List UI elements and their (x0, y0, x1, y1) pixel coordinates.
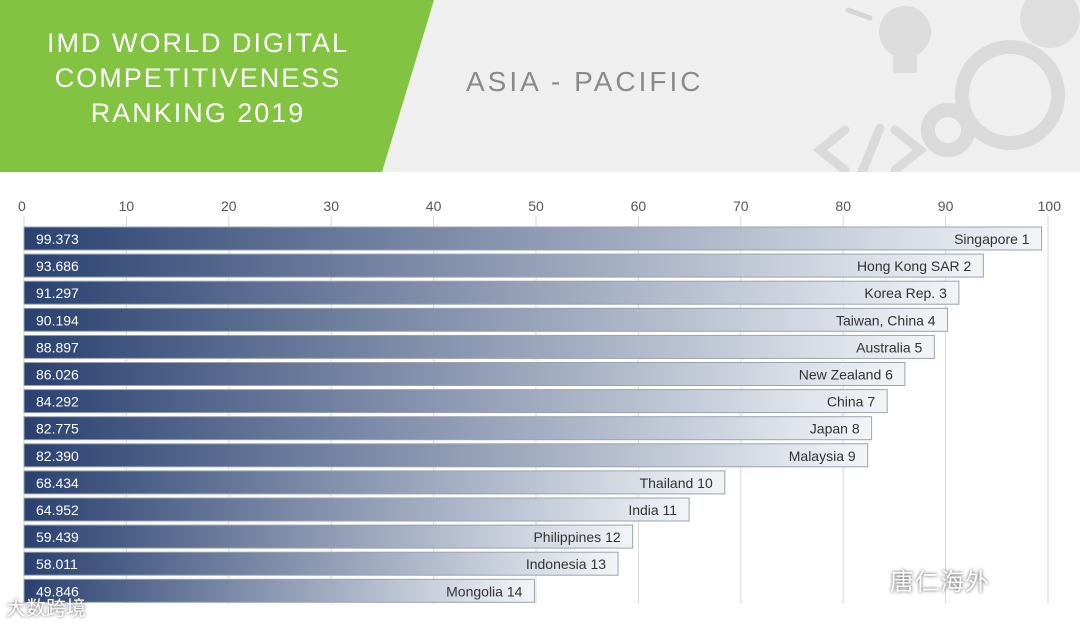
bar-value-label: 90.194 (36, 312, 79, 328)
x-tick-label: 10 (119, 198, 135, 214)
bar-value-label: 59.439 (36, 529, 79, 545)
bar-value-label: 64.952 (36, 502, 79, 518)
bars: 99.373 Singapore 1 93.686 Hong Kong SAR 2 91… (23, 226, 1043, 603)
bar-country-label: Taiwan, China 4 (836, 312, 936, 328)
x-axis-ticks: 0 10 20 30 40 50 60 70 80 90 100 (18, 198, 1061, 214)
bar-value-label: 49.846 (36, 583, 79, 599)
bar-value-label: 88.897 (36, 339, 79, 355)
bar-row: 59.439 Philippines 12 (23, 524, 634, 549)
bar-country-label: Thailand 10 (640, 475, 713, 491)
chart-area: 0 10 20 30 40 50 60 70 80 90 100 99.373 Singapore 1… (0, 172, 1080, 624)
bar-chart: 0 10 20 30 40 50 60 70 80 90 100 99.373 Singapore 1… (18, 198, 1061, 604)
bar-row: 91.297 Korea Rep. 3 (23, 280, 960, 305)
bar-row: 58.011 Indonesia 13 (23, 551, 619, 576)
watermark-right: 唐仁海外 (890, 569, 990, 596)
bar-value-label: 93.686 (36, 258, 79, 274)
bar-country-label: Japan 8 (810, 421, 860, 437)
bar-country-label: Hong Kong SAR 2 (857, 258, 972, 274)
header-background (0, 0, 1080, 172)
bar (23, 253, 984, 278)
x-tick-label: 20 (221, 198, 237, 214)
bar-value-label: 82.390 (36, 448, 79, 464)
x-tick-label: 100 (1038, 198, 1062, 214)
light-ray-icon (845, 7, 873, 21)
bar-country-label: India 11 (628, 502, 677, 518)
bar (23, 389, 888, 414)
bar-row: 93.686 Hong Kong SAR 2 (23, 253, 984, 278)
bar-country-label: Philippines 12 (533, 529, 620, 545)
code-icon (812, 123, 928, 172)
bar-value-label: 68.434 (36, 475, 79, 491)
x-tick-label: 30 (323, 198, 339, 214)
bar-country-label: New Zealand 6 (799, 367, 893, 383)
bar-value-label: 91.297 (36, 285, 79, 301)
bar-row: 84.292 China 7 (23, 389, 888, 414)
bar-country-label: Mongolia 14 (446, 583, 522, 599)
header-banner: IMD WORLD DIGITAL COMPETITIVENESS RANKIN… (0, 0, 1080, 172)
bar-value-label: 82.775 (36, 421, 79, 437)
bar-value-label: 86.026 (36, 367, 79, 383)
bar-value-label: 58.011 (36, 556, 78, 572)
bar (23, 334, 935, 359)
title-line-2: COMPETITIVENESS (54, 63, 342, 93)
bar (23, 280, 960, 305)
x-tick-label: 60 (631, 198, 647, 214)
bar-row: 49.846 Mongolia 14 (23, 578, 535, 603)
bar-country-label: Indonesia 13 (526, 556, 606, 572)
bar (23, 443, 869, 468)
bar (23, 497, 690, 522)
bar-value-label: 84.292 (36, 394, 79, 410)
bar-value-label: 99.373 (36, 231, 79, 247)
bar (23, 524, 634, 549)
x-tick-label: 80 (835, 198, 851, 214)
bar-row: 86.026 New Zealand 6 (23, 362, 906, 386)
region-subtitle: ASIA - PACIFIC (466, 66, 704, 97)
bar-country-label: Malaysia 9 (789, 448, 856, 464)
bar (23, 226, 1043, 251)
bar-row: 88.897 Australia 5 (23, 334, 935, 359)
bar-country-label: Korea Rep. 3 (864, 285, 947, 301)
x-tick-label: 40 (426, 198, 442, 214)
x-tick-label: 70 (733, 198, 749, 214)
bar (23, 551, 619, 576)
bar-country-label: Australia 5 (856, 339, 922, 355)
watermark-left: 大数跨境 (6, 598, 86, 620)
bar-row: 99.373 Singapore 1 (23, 226, 1043, 251)
x-tick-label: 50 (528, 198, 544, 214)
bar-row: 82.775 Japan 8 (23, 416, 873, 441)
title-line-1: IMD WORLD DIGITAL (46, 28, 349, 58)
bar (23, 416, 873, 441)
bar-country-label: China 7 (827, 394, 875, 410)
bar-row: 90.194 Taiwan, China 4 (23, 307, 949, 332)
title-panel (0, 0, 434, 172)
bar-row: 82.390 Malaysia 9 (23, 443, 869, 468)
x-tick-label: 90 (938, 198, 954, 214)
globe-icon (1020, 0, 1080, 48)
bar (23, 307, 949, 332)
bar (23, 578, 535, 603)
x-tick-label: 0 (18, 198, 26, 214)
bar (23, 362, 906, 386)
bar-row: 64.952 India 11 (23, 497, 690, 522)
bar-country-label: Singapore 1 (954, 231, 1030, 247)
chart-title: IMD WORLD DIGITAL COMPETITIVENESS RANKIN… (0, 26, 396, 131)
lightbulb-icon (879, 6, 931, 73)
gear-decoration-icon (921, 40, 1065, 157)
title-line-3: RANKING 2019 (90, 98, 306, 128)
bar-row: 68.434 Thailand 10 (23, 470, 726, 495)
bar (23, 470, 726, 495)
